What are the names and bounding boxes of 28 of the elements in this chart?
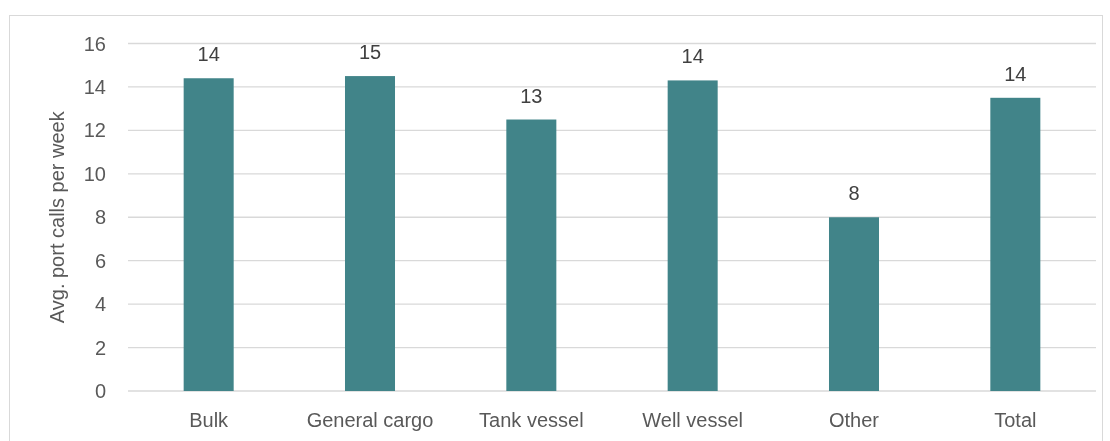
x-tick-label: Well vessel [642, 409, 744, 431]
x-tick-label: Total [994, 409, 1037, 431]
y-tick-label: 6 [94, 249, 106, 272]
bar [183, 78, 234, 391]
x-tick-label: Bulk [189, 409, 230, 431]
y-tick-label: 8 [94, 206, 106, 229]
y-axis-title: Avg. port calls per week [46, 110, 68, 324]
y-tick-label: 14 [83, 75, 106, 98]
data-label: 15 [358, 41, 382, 64]
data-label: 14 [197, 43, 220, 66]
data-label: 14 [681, 45, 704, 68]
y-tick-label: 4 [94, 293, 106, 316]
bar [667, 80, 718, 391]
bar [828, 217, 880, 391]
data-label: 14 [1004, 62, 1027, 85]
x-tick-label: General cargo [306, 409, 434, 431]
y-tick-label: 16 [83, 32, 106, 55]
bar [506, 119, 557, 391]
data-label: 13 [520, 84, 543, 107]
x-tick-label: Tank vessel [479, 409, 584, 431]
data-label: 8 [848, 182, 860, 205]
bar [344, 76, 396, 391]
y-tick-label: 2 [94, 336, 106, 359]
y-tick-label: 10 [83, 162, 106, 185]
y-tick-label: 12 [83, 119, 106, 142]
bar [990, 97, 1041, 391]
x-tick-label: Other [828, 409, 880, 431]
y-tick-label: 0 [94, 380, 106, 402]
